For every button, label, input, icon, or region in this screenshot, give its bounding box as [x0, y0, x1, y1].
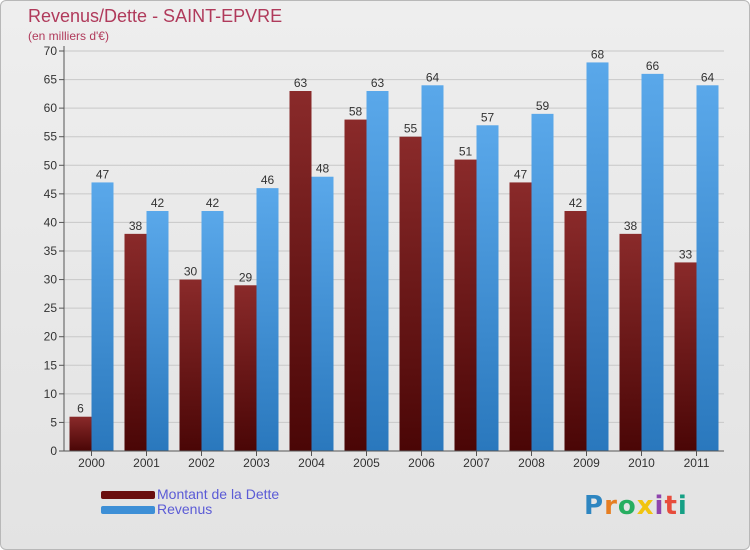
data-label: 46 [261, 173, 275, 187]
bar-revenus [146, 211, 169, 451]
logo-letter: P [584, 491, 605, 521]
bar-debt [674, 262, 697, 451]
data-label: 47 [514, 167, 528, 181]
x-tick-label: 2005 [353, 456, 380, 470]
data-label: 38 [129, 219, 143, 233]
axes: 0 5 10 15 20 25 30 35 40 45 50 55 60 65 70 2000 2001 2002… [44, 44, 724, 470]
bar-debt [344, 119, 367, 452]
logo-letter: t [664, 491, 678, 521]
y-tick-label: 20 [44, 330, 58, 344]
bar-revenus [641, 73, 664, 451]
data-label: 42 [151, 196, 165, 210]
logo-letter: i [677, 491, 688, 521]
bar-debt [124, 233, 147, 451]
legend-label-revenus: Revenus [157, 501, 213, 517]
y-tick-label: 30 [44, 273, 58, 287]
data-label: 58 [349, 105, 363, 119]
x-tick-label: 2007 [463, 456, 490, 470]
y-tick-label: 65 [44, 73, 58, 87]
bar-debt [454, 159, 477, 452]
bar-debt [564, 211, 587, 451]
bars: 6 47 38 42 30 42 29 46 63 48 58 63 55 64 51 57 47 59 42 68 3… [69, 47, 719, 452]
data-label: 29 [239, 270, 253, 284]
data-label: 59 [536, 99, 550, 113]
data-label: 63 [371, 76, 385, 90]
data-label: 38 [624, 219, 638, 233]
legend-label-debt: Montant de la Dette [157, 486, 280, 502]
logo-letter: o [617, 491, 637, 521]
x-tick-label: 2002 [188, 456, 215, 470]
data-label: 63 [294, 76, 308, 90]
legend-swatch-debt [101, 491, 155, 499]
data-label: 64 [426, 70, 440, 84]
grid [64, 50, 724, 452]
y-tick-label: 10 [44, 387, 58, 401]
bar-debt [69, 416, 92, 451]
y-tick-label: 35 [44, 244, 58, 258]
data-label: 55 [404, 122, 418, 136]
x-tick-label: 2009 [573, 456, 600, 470]
y-tick-label: 40 [44, 215, 58, 229]
proxiti-logo: Proxiti [584, 491, 688, 521]
x-tick-label: 2003 [243, 456, 270, 470]
chart-title: Revenus/Dette - SAINT-EPVRE [28, 6, 283, 26]
bar-revenus [421, 85, 444, 452]
x-tick-label: 2000 [78, 456, 105, 470]
y-tick-label: 15 [44, 358, 58, 372]
data-label: 33 [679, 247, 693, 261]
bar-revenus [531, 113, 554, 451]
bar-debt [509, 182, 532, 451]
data-label: 30 [184, 265, 198, 279]
y-tick-label: 25 [44, 301, 58, 315]
data-label: 66 [646, 59, 660, 73]
legend-swatch-revenus [101, 506, 155, 514]
x-tick-label: 2001 [133, 456, 160, 470]
bar-revenus [256, 188, 279, 451]
logo-letter: x [636, 491, 655, 521]
bar-debt [399, 136, 422, 451]
data-label: 42 [569, 196, 583, 210]
bar-revenus [586, 62, 609, 452]
data-label: 57 [481, 110, 495, 124]
data-label: 48 [316, 162, 330, 176]
data-label: 47 [96, 167, 110, 181]
y-tick-label: 60 [44, 101, 58, 115]
bar-debt [289, 91, 312, 451]
y-tick-label: 50 [44, 158, 58, 172]
data-label: 68 [591, 47, 605, 61]
data-label: 42 [206, 196, 220, 210]
y-tick-label: 55 [44, 130, 58, 144]
bar-revenus [696, 85, 719, 452]
x-tick-label: 2011 [684, 456, 710, 470]
bar-debt [619, 233, 642, 451]
chart-subtitle: (en milliers d'€) [28, 29, 109, 43]
y-tick-label: 5 [50, 415, 57, 429]
data-label: 64 [701, 70, 715, 84]
bar-revenus [91, 182, 114, 451]
bar-revenus [201, 211, 224, 451]
logo-letter: r [604, 491, 618, 521]
bar-revenus [476, 125, 499, 452]
y-tick-label: 45 [44, 187, 58, 201]
y-tick-label: 0 [50, 444, 57, 458]
x-tick-label: 2006 [408, 456, 435, 470]
bar-revenus [366, 91, 389, 451]
logo-letter: i [654, 491, 665, 521]
x-tick-label: 2010 [628, 456, 655, 470]
x-tick-label: 2004 [298, 456, 325, 470]
bar-debt [179, 279, 202, 451]
y-tick-label: 70 [44, 44, 58, 58]
data-label: 51 [459, 145, 473, 159]
x-tick-label: 2008 [518, 456, 545, 470]
bar-revenus [311, 176, 334, 451]
bar-debt [234, 285, 257, 451]
data-label: 6 [77, 402, 84, 416]
